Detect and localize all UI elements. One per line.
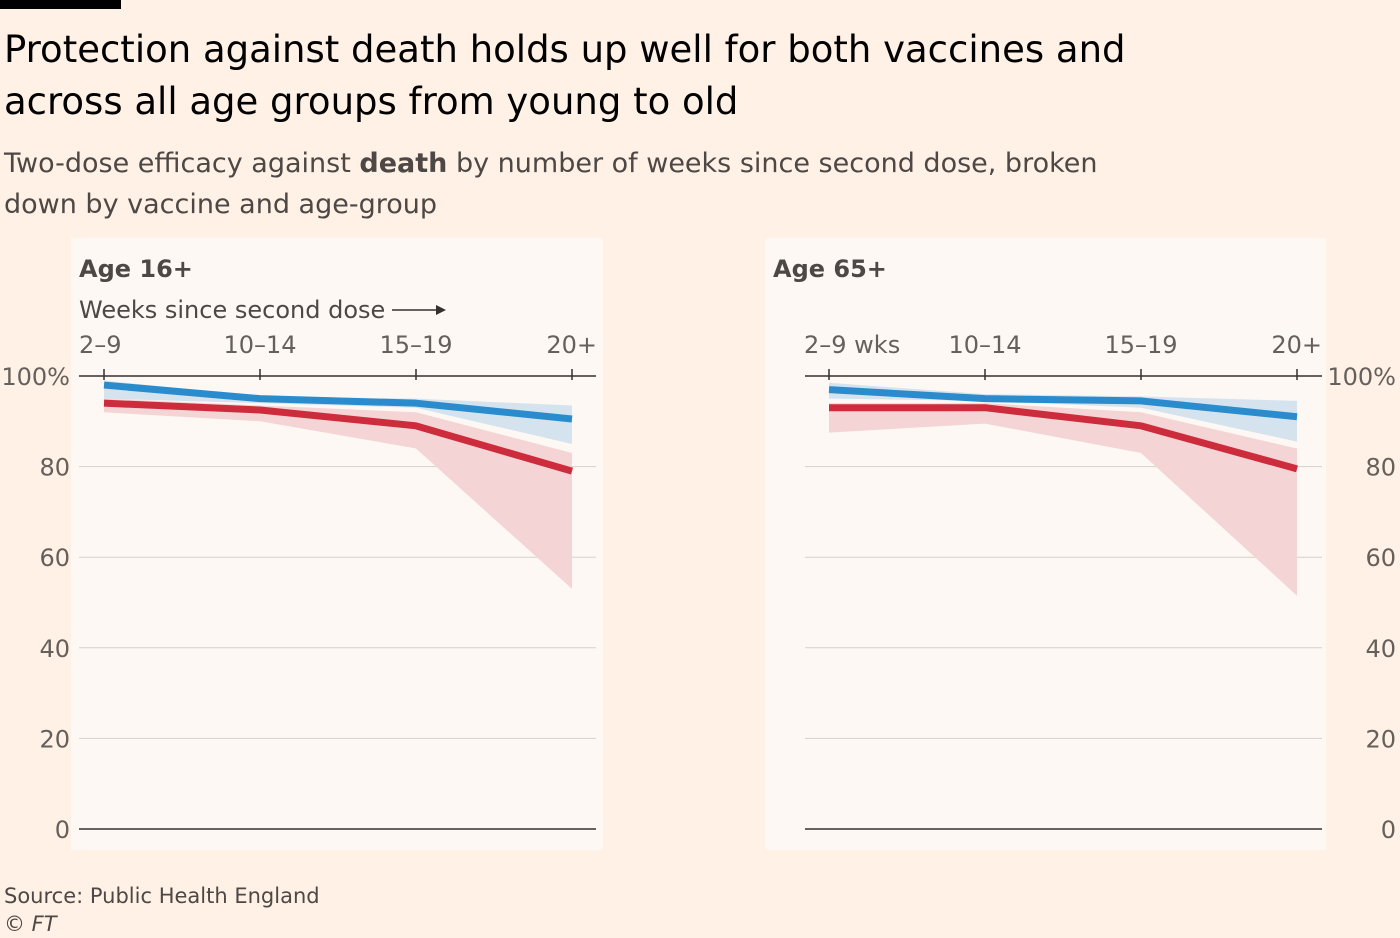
- y-tick-label: 60: [39, 544, 70, 572]
- top-accent-bar: [0, 0, 121, 9]
- blue-series-line: [103, 381, 573, 423]
- subtitle-post: by number of weeks since second dose, br…: [4, 148, 1098, 220]
- panel-title: Age 16+: [79, 255, 193, 283]
- chart-title: Protection against death holds up well f…: [4, 28, 1126, 123]
- x-tick-label: 20+: [546, 331, 597, 359]
- y-tick-label: 60: [1365, 544, 1396, 572]
- red-series-line: [829, 404, 1298, 473]
- subtitle-pre: Two-dose efficacy against: [4, 148, 360, 179]
- subtitle-bold: death: [359, 148, 448, 179]
- x-tick-label: 10–14: [223, 331, 296, 359]
- source-note: Source: Public Health England: [4, 884, 320, 908]
- y-tick-label: 20: [39, 725, 70, 753]
- red-series-line: [103, 399, 573, 475]
- x-axis-title: Weeks since second dose: [79, 296, 385, 324]
- x-tick-label: 15–19: [379, 331, 452, 359]
- y-tick-label: 0: [55, 816, 70, 844]
- y-tick-label: 80: [1365, 454, 1396, 482]
- y-tick-label: 20: [1365, 725, 1396, 753]
- y-tick-label: 80: [39, 454, 70, 482]
- y-tick-label: 100%: [1327, 363, 1396, 391]
- x-tick-label: 10–14: [948, 331, 1021, 359]
- credit-note: © FT: [4, 912, 57, 936]
- y-tick-label: 0: [1381, 816, 1396, 844]
- x-axis-arrow-head: [436, 305, 446, 315]
- y-tick-label: 40: [39, 635, 70, 663]
- panel-background: [765, 238, 1326, 850]
- x-tick-label: 2–9: [79, 331, 122, 359]
- blue-series-line: [828, 386, 1298, 421]
- red-confidence-band: [104, 398, 572, 589]
- x-tick-label: 2–9 wks: [804, 331, 900, 359]
- x-tick-label: 20+: [1271, 331, 1322, 359]
- y-tick-label: 40: [1365, 635, 1396, 663]
- chart-subtitle: Two-dose efficacy against death by numbe…: [4, 143, 1104, 225]
- y-tick-label: 100%: [1, 363, 70, 391]
- x-tick-label: 15–19: [1104, 331, 1177, 359]
- panel-background: [71, 238, 603, 850]
- panel-title: Age 65+: [773, 255, 887, 283]
- red-confidence-band: [829, 403, 1297, 596]
